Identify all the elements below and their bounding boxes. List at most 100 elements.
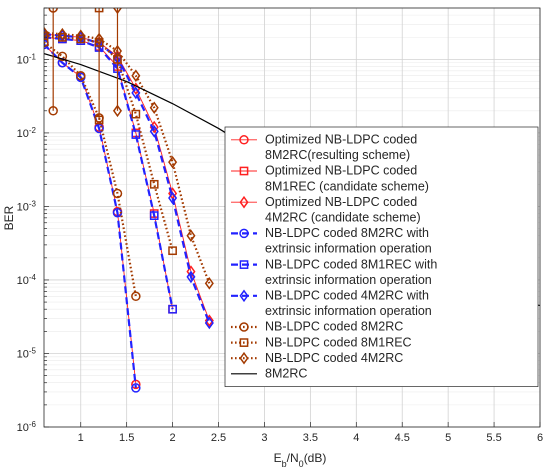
legend-label: NB-LDPC coded 8M2RC with [265,226,429,240]
y-tick-exponent: -2 [29,125,37,134]
legend-marker-8 [239,351,249,365]
series-point-3 [94,123,104,134]
legend-marker-2 [239,195,249,209]
legend-label: extrinsic information operation [265,242,432,256]
legend-label: 8M2RC [265,367,307,381]
x-tick-label: 3.5 [303,432,318,444]
series-point-8 [149,101,159,115]
series-point-8 [168,155,178,169]
y-tick-label: 10-2 [17,125,37,140]
legend-label: NB-LDPC coded 8M1REC with [265,257,437,271]
x-axis-label-unit: (dB) [304,451,327,465]
series-point-8 [57,27,67,41]
x-tick-label: 4.5 [395,432,410,444]
series-line-8 [44,31,211,284]
legend-label: NB-LDPC coded 4M2RC with [265,289,429,303]
legend-label: NB-LDPC coded 8M2RC [265,320,403,334]
y-tick-exponent: -5 [29,346,37,355]
legend-marker-5 [239,289,249,303]
error-bar-2 [112,8,123,118]
legend-entry-8: NB-LDPC coded 4M2RC [231,351,403,365]
series-point-5 [186,270,196,284]
x-tick-label: 2 [170,432,176,444]
series-point-4 [131,130,141,139]
series-point-6 [75,70,86,81]
y-tick-exponent: -4 [29,272,37,281]
x-axis-label-rest: /N [287,451,299,465]
error-bar-top [94,8,104,13]
series-point-6 [112,188,123,199]
legend-label: NB-LDPC coded 8M1REC [265,335,412,349]
legend-entry-2: Optimized NB-LDPC coded 4M2RC (candidate … [231,195,421,225]
y-tick-exponent: -1 [29,52,37,61]
x-tick-label: 5.5 [486,432,501,444]
error-bar-1 [94,8,104,125]
legend-marker-6 [239,322,249,332]
series-point-8 [186,229,196,242]
y-tick-label: 10-4 [17,272,37,287]
y-tick-base: 10 [17,275,29,287]
x-tick-label: 4 [353,432,359,444]
error-bar-bottom [48,106,58,116]
legend-entry-7: NB-LDPC coded 8M1REC [231,335,412,349]
x-tick-label: 2.5 [211,432,226,444]
x-tick-label: 5 [445,432,451,444]
x-axis-label: Eb/N0(dB) [274,451,327,469]
y-tick-label: 10-3 [17,199,37,214]
legend-entry-6: NB-LDPC coded 8M2RC [231,320,403,334]
series-line-4 [44,36,174,310]
series-point-6 [131,291,141,302]
y-tick-exponent: -6 [29,420,37,429]
error-bar-bottom [112,104,123,118]
series-point-7 [168,246,177,256]
legend-marker-7 [239,338,249,347]
legend-label: 4M2RC (candidate scheme) [265,211,421,225]
y-tick-exponent: -3 [29,199,37,208]
series-point-8 [76,29,86,42]
y-tick-label: 10-1 [17,52,37,66]
series-point-6 [44,37,49,48]
legend-entry-4: NB-LDPC coded 8M1REC with extrinsic infor… [231,257,437,287]
series-line-5 [44,33,211,324]
legend-label: Optimized NB-LDPC coded [265,195,417,209]
x-axis-label-main: E [274,451,282,465]
y-tick-base: 10 [17,54,29,66]
series-point-5 [149,125,159,138]
x-tick-label: 6 [537,432,543,444]
series-point-5 [168,191,178,205]
legend-label: extrinsic information operation [265,304,432,318]
legend-label: Optimized NB-LDPC coded [265,164,417,178]
error-bar-top [112,8,123,15]
error-bar-top [48,8,58,13]
series-line-6 [44,41,137,297]
legend-marker-3 [239,228,249,239]
y-tick-base: 10 [17,422,29,434]
x-tick-label: 3 [261,432,267,444]
y-tick-label: 10-5 [17,346,37,361]
series-point-8 [44,26,49,40]
legend-box [224,126,539,387]
y-tick-label: 10-6 [17,420,37,435]
series-point-3 [131,383,141,393]
legend-label: Optimized NB-LDPC coded [265,133,417,147]
series-layer [44,8,540,393]
error-bar-bottom [94,115,104,125]
y-axis-label: BER [2,205,16,230]
x-tick-label: 1.5 [119,432,134,444]
series-point-4 [149,211,159,220]
y-tick-base: 10 [17,128,29,140]
ticks: 1 1.5 2 2.5 3 3.5 4 4.5 5 5.5 610-110-210-310-410-… [17,7,543,444]
legend-label: 8M1REC (candidate scheme) [265,179,429,193]
series-point-6 [57,51,68,62]
x-axis-label-sub: b [282,459,287,469]
series-point-7 [58,32,67,42]
y-tick-base: 10 [17,201,29,213]
x-tick-label: 1 [78,432,84,444]
legend-marker-4 [239,260,249,269]
series-point-5 [131,86,141,100]
